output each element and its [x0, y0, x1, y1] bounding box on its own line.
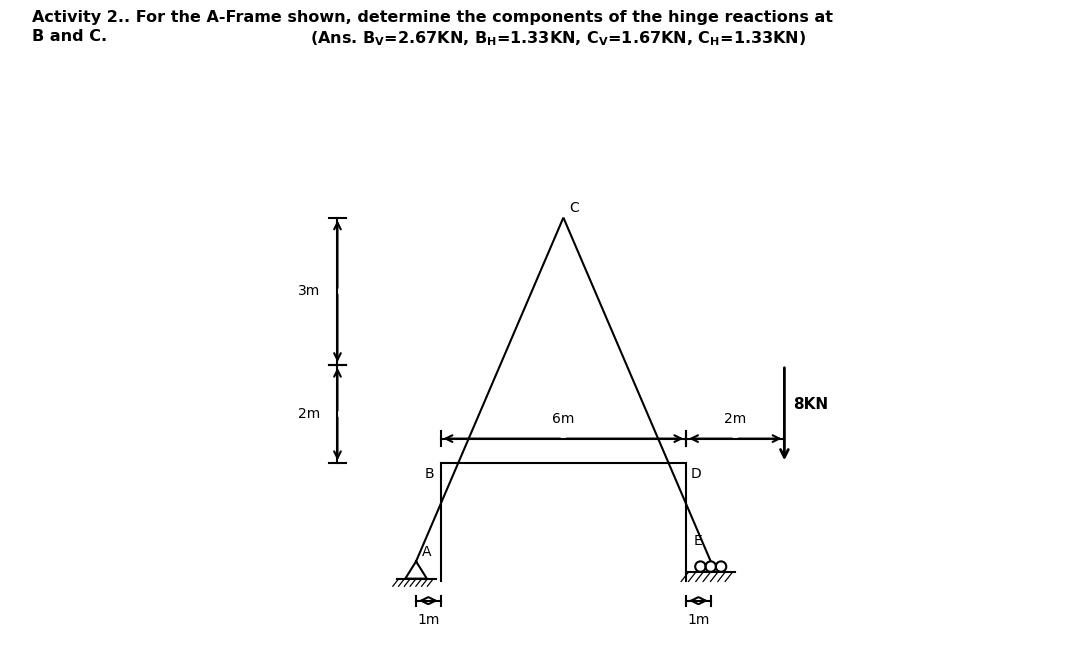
Text: Activity 2.. For the A-Frame shown, determine the components of the hinge reacti: Activity 2.. For the A-Frame shown, dete…	[32, 10, 833, 25]
Text: (Ans. B$_\mathregular{V}$=2.67KN, B$_\mathregular{H}$=1.33KN, C$_\mathregular{V}: (Ans. B$_\mathregular{V}$=2.67KN, B$_\ma…	[310, 29, 806, 48]
Text: 2m: 2m	[724, 412, 746, 426]
Text: 6m: 6m	[553, 412, 574, 426]
Text: B and C.: B and C.	[32, 29, 107, 44]
Text: A: A	[422, 545, 432, 559]
Text: 1m: 1m	[687, 613, 710, 627]
Text: 3m: 3m	[298, 284, 321, 298]
Text: 8KN: 8KN	[793, 397, 828, 411]
Text: C: C	[570, 201, 579, 215]
Text: 1m: 1m	[417, 613, 439, 627]
Text: E: E	[693, 533, 702, 548]
Text: 2m: 2m	[298, 407, 321, 421]
Text: D: D	[691, 467, 702, 481]
Text: B: B	[425, 467, 435, 481]
